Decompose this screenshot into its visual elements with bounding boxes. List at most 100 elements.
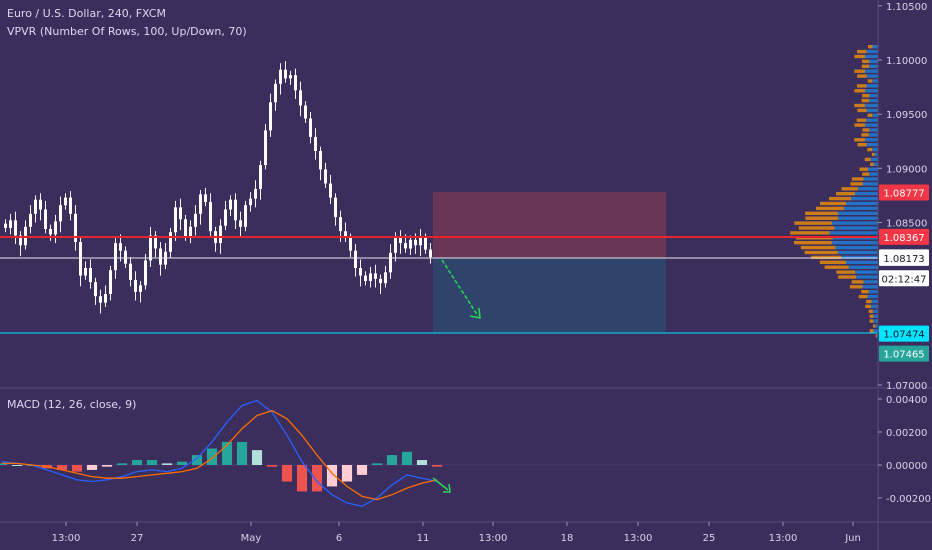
macd-hist-bar — [176, 461, 188, 465]
vpvr-bar-up — [856, 275, 878, 279]
vpvr-bar-up — [831, 241, 878, 245]
vpvr-bar-up — [869, 172, 878, 176]
vpvr-bar-down — [867, 113, 873, 117]
time-axis[interactable]: 13:00 27 May 6 11 13:00 18 13:00 25 13:00 Jun — [52, 522, 861, 544]
vpvr-bar-up — [872, 147, 878, 152]
macd-hist-bar — [86, 465, 98, 470]
vpvr-bar-down — [793, 241, 832, 245]
time-tick-label: 11 — [417, 533, 430, 544]
candle-body — [29, 213, 32, 227]
candle-body — [59, 205, 62, 222]
trade-arrow[interactable] — [441, 259, 479, 317]
vpvr-bar-up — [837, 250, 878, 255]
vpvr-bar-down — [869, 314, 874, 318]
vpvr-bar-up — [865, 89, 878, 93]
price-tag-label: 1.08173 — [883, 254, 924, 265]
stop-loss-zone[interactable] — [433, 192, 666, 258]
candle-body — [304, 105, 307, 119]
price-tags: 1.087771.083671.081821.0817302:12:471.07… — [879, 184, 929, 362]
vpvr-bar-down — [836, 192, 855, 196]
vpvr-bar-up — [868, 133, 878, 137]
candle-body — [19, 235, 22, 246]
vpvr-bar-down — [865, 304, 871, 309]
candlestick-series — [4, 61, 432, 314]
vpvr-bar-up — [872, 113, 878, 117]
macd-hist-bar — [206, 448, 218, 465]
vpvr-bar-up — [869, 59, 878, 64]
candle-body — [249, 198, 252, 206]
candle-body — [309, 118, 312, 137]
candle-body — [354, 250, 357, 268]
vpvr-bar-down — [800, 245, 836, 250]
macd-hist-bar — [191, 455, 203, 465]
candle-body — [419, 237, 422, 246]
candle-body — [99, 296, 102, 303]
macd-hist-bar — [251, 450, 263, 465]
vpvr-bar-up — [866, 118, 878, 122]
macd-hist-bar — [326, 465, 338, 487]
candle-body — [334, 197, 337, 218]
candle-body — [329, 183, 332, 198]
trade-arrow-head — [469, 307, 481, 319]
symbol-title[interactable]: Euro / U.S. Dollar, 240, FXCM — [7, 7, 166, 20]
macd-title[interactable]: MACD (12, 26, close, 9) — [7, 398, 136, 411]
vpvr-bar-up — [869, 128, 878, 132]
vpvr-bar-down — [841, 187, 858, 191]
candle-body — [174, 207, 177, 233]
vpvr-bar-up — [870, 157, 878, 162]
candle-body — [399, 236, 402, 244]
time-tick-label: Jun — [844, 533, 861, 544]
candle-body — [9, 220, 12, 228]
candle-body — [14, 220, 17, 236]
candle-body — [124, 250, 127, 264]
vpvr-bar-down — [861, 133, 869, 137]
vpvr-bar-up — [867, 167, 878, 171]
take-profit-zone[interactable] — [433, 258, 666, 333]
vpvr-bar-up — [831, 221, 878, 225]
macd-axis[interactable]: 0.00400 0.00200 0.00000 -0.00200 — [878, 395, 931, 505]
vpvr-bar-up — [863, 280, 878, 284]
vpvr-bar-down — [868, 309, 873, 313]
macd-hist-bar — [341, 465, 353, 482]
candle-body — [159, 248, 162, 265]
macd-hist-bar — [0, 463, 8, 465]
candle-body — [69, 197, 72, 214]
macd-hist-bar — [311, 465, 323, 492]
indicator-title[interactable]: VPVR (Number Of Rows, 100, Up/Down, 70) — [7, 25, 247, 38]
macd-tick-label: 0.00000 — [886, 461, 927, 472]
vpvr-bar-down — [849, 285, 863, 289]
vpvr-bar-up — [857, 187, 878, 191]
price-tag-label: 1.07465 — [883, 350, 924, 361]
price-tag-label: 1.08367 — [883, 233, 924, 244]
candle-body — [404, 243, 407, 249]
macd-hist-bar — [371, 463, 383, 465]
vpvr-bar-down — [869, 319, 874, 323]
vpvr-bar-down — [856, 118, 867, 122]
candle-body — [364, 275, 367, 281]
vpvr-bar-down — [820, 201, 847, 206]
vpvr-bar-down — [854, 69, 865, 73]
vpvr-bar-up — [838, 216, 878, 220]
price-tick-label: 1.08500 — [886, 219, 927, 230]
vpvr-bar-down — [868, 45, 873, 49]
candle-body — [289, 75, 292, 79]
vpvr-bar-down — [854, 54, 866, 59]
vpvr-bar-down — [790, 231, 830, 235]
macd-arrow — [432, 477, 449, 491]
candle-body — [34, 199, 37, 214]
vpvr-bar-down — [861, 98, 869, 103]
time-tick-label: May — [241, 533, 262, 544]
candle-body — [84, 268, 87, 276]
vpvr-bar-up — [865, 54, 878, 59]
vpvr-bar-up — [869, 64, 878, 68]
candle-body — [324, 169, 327, 184]
candle-body — [139, 285, 142, 292]
time-tick-label: 27 — [131, 533, 144, 544]
vpvr-bar-down — [854, 89, 866, 93]
candle-body — [234, 199, 237, 221]
vpvr-bar-up — [862, 182, 878, 186]
time-tick-label: 18 — [561, 533, 574, 544]
macd-arrow-head — [443, 483, 451, 493]
